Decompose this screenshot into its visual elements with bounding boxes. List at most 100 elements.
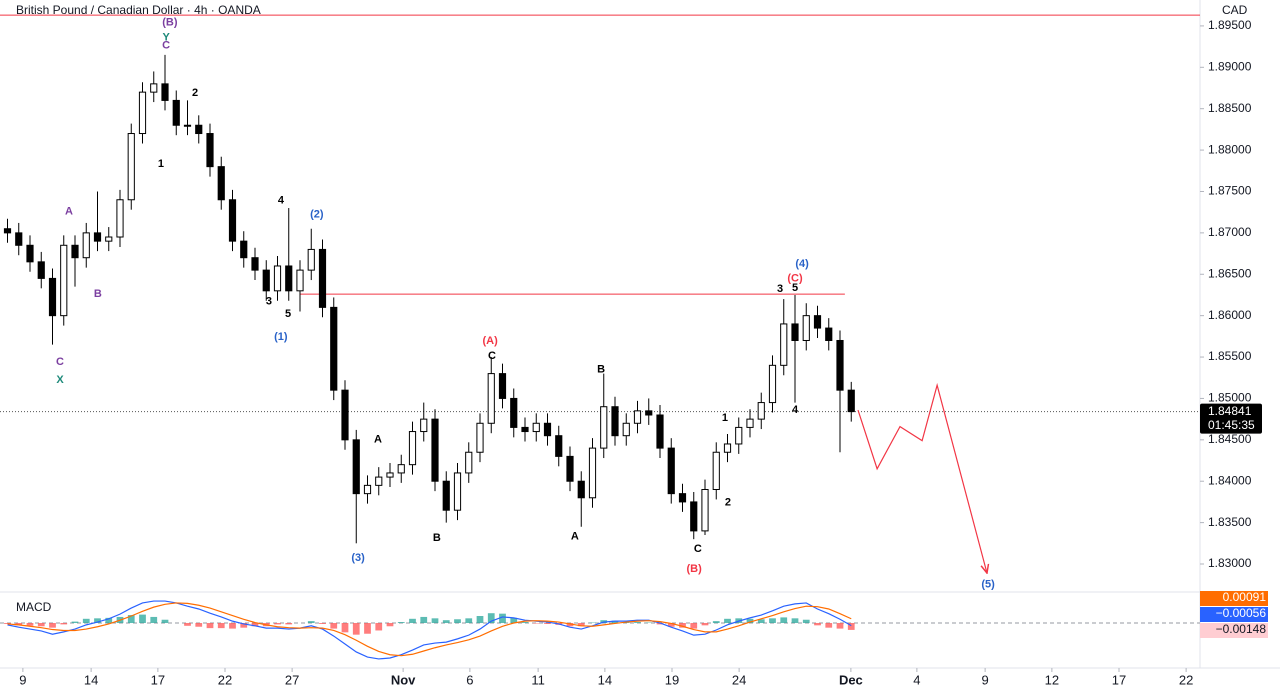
candle-body — [217, 166, 225, 201]
x-tick-label: 14 — [84, 672, 98, 687]
macd-histogram-bar — [679, 623, 686, 628]
candle-body — [442, 480, 450, 511]
macd-value-box — [1200, 607, 1268, 622]
macd-histogram-bar — [791, 618, 799, 623]
y-tick-label: 1.86000 — [1208, 308, 1252, 322]
macd-histogram-bar — [60, 623, 68, 625]
wave-label: A — [374, 434, 382, 446]
macd-histogram-bar — [566, 623, 574, 627]
x-tick-label: 24 — [732, 672, 746, 687]
x-tick-label: 19 — [665, 672, 679, 687]
macd-histogram-bar — [217, 623, 225, 629]
macd-histogram-bar — [285, 623, 293, 625]
last-price-box — [1200, 403, 1262, 434]
wave-label: 5 — [285, 308, 291, 320]
candle-body — [825, 327, 833, 341]
x-tick-label: 17 — [1112, 672, 1126, 687]
candle-body — [645, 410, 653, 416]
x-tick-label: 9 — [982, 672, 989, 687]
candle-body — [341, 389, 349, 441]
candle-body — [150, 83, 158, 93]
candle-body — [735, 426, 743, 445]
macd-histogram-bar — [442, 620, 450, 623]
candle-body — [251, 257, 259, 271]
candle-body — [836, 339, 844, 391]
y-tick-label: 1.84500 — [1208, 432, 1252, 446]
macd-histogram-bar — [757, 619, 765, 623]
macd-histogram-bar — [499, 613, 506, 623]
macd-histogram-bar — [274, 623, 281, 625]
macd-value-label: −0.00056 — [1216, 606, 1267, 620]
candle-body — [667, 447, 675, 495]
macd-histogram-bar — [476, 616, 484, 623]
macd-histogram-bar — [26, 623, 34, 626]
macd-histogram-bar — [105, 617, 113, 623]
wave-label: (B) — [686, 563, 702, 575]
candle-body — [116, 199, 124, 238]
candle-body — [330, 306, 338, 391]
macd-title: MACD — [16, 600, 52, 614]
macd-histogram-bar — [712, 621, 720, 623]
wave-label: 2 — [725, 497, 731, 509]
macd-histogram-bar — [375, 623, 383, 631]
candle-body — [723, 443, 732, 453]
macd-histogram-bar — [701, 623, 709, 626]
macd-histogram-bar — [521, 622, 529, 623]
wave-label: 3 — [266, 295, 272, 307]
chart-title: British Pound / Canadian Dollar · 4h · O… — [16, 3, 261, 17]
candle-body — [813, 315, 822, 329]
candle-body — [138, 91, 147, 135]
macd-histogram-bar — [206, 623, 214, 629]
macd-histogram-bar — [330, 623, 338, 629]
macd-histogram-bar — [49, 623, 56, 628]
candle-body — [26, 244, 34, 263]
x-tick-label: 12 — [1045, 672, 1059, 687]
macd-histogram-bar — [611, 620, 619, 623]
candle-body — [847, 389, 855, 413]
macd-value-box — [1200, 591, 1268, 606]
candle-body — [611, 406, 619, 437]
macd-value-label: 0.00091 — [1223, 590, 1267, 604]
macd-histogram-bar — [251, 623, 259, 627]
candle-body — [363, 484, 372, 495]
macd-histogram-bar — [71, 621, 79, 623]
candle-body — [543, 422, 552, 437]
macd-histogram-bar — [82, 618, 90, 623]
candle-body — [60, 244, 68, 317]
x-tick-label: 6 — [466, 672, 473, 687]
candle-body — [397, 464, 405, 474]
candle-body — [712, 451, 720, 491]
wave-label: (B) — [162, 17, 178, 29]
candle-body — [285, 265, 293, 292]
macd-histogram-bar — [667, 623, 675, 627]
macd-histogram-bar — [465, 618, 473, 623]
candle-body — [802, 315, 810, 341]
wave-label: C — [694, 543, 702, 555]
candle-body — [746, 418, 754, 428]
macd-histogram-bar — [409, 618, 416, 623]
macd-histogram-bar — [431, 618, 439, 623]
candle-body — [273, 265, 282, 292]
currency-label: CAD — [1222, 3, 1248, 17]
wave-label: (4) — [795, 258, 809, 270]
macd-histogram-bar — [94, 618, 101, 623]
macd-histogram-bar — [656, 623, 664, 625]
wave-label: 2 — [192, 87, 198, 99]
y-tick-label: 1.85000 — [1208, 391, 1252, 405]
macd-histogram-bar — [397, 622, 405, 623]
wave-label: B — [94, 288, 102, 300]
countdown-label: 01:45:35 — [1208, 418, 1255, 432]
candle-body — [600, 406, 608, 449]
wave-label: C — [488, 350, 496, 362]
macd-histogram-bar — [4, 623, 11, 624]
x-tick-label: 9 — [19, 672, 26, 687]
candle-body — [352, 439, 360, 495]
candle-body — [757, 402, 765, 420]
wave-label: 4 — [792, 404, 799, 416]
macd-value-label: −0.00148 — [1216, 622, 1267, 636]
wave-label: A — [65, 205, 73, 217]
macd-histogram-bar — [341, 623, 349, 633]
candle-body — [408, 431, 417, 466]
wave-label: X — [56, 374, 64, 386]
